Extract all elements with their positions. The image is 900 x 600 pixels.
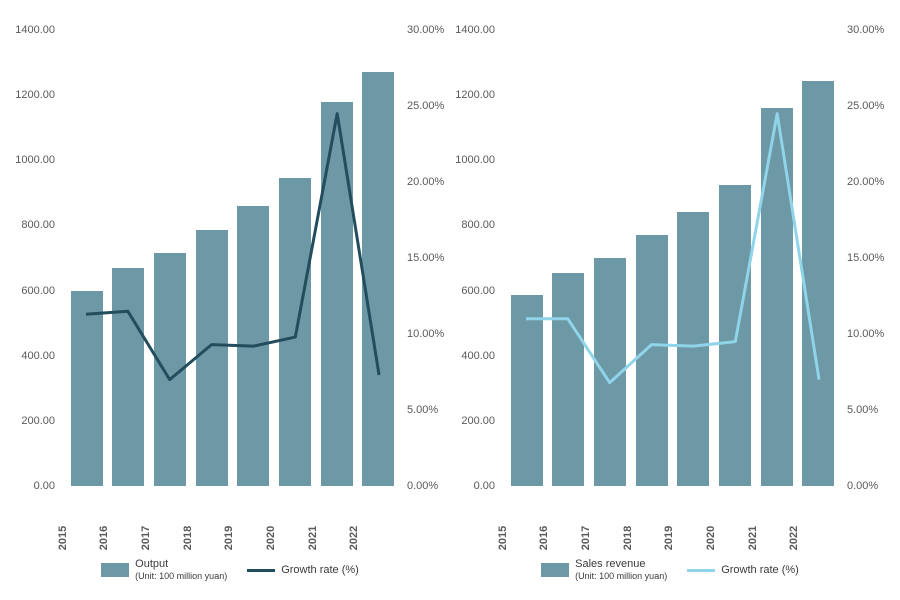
y-axis-right-sales: 0.00%5.00%10.00%15.00%20.00%25.00%30.00% [842,30,890,486]
y-right-tick: 20.00% [407,176,444,188]
y-left-tick: 200.00 [461,415,495,427]
bar [594,258,626,486]
legend-bar-sublabel: (Unit: 100 million yuan) [135,571,227,581]
bar [802,81,834,487]
legend-line-label: Growth rate (%) [281,564,359,576]
y-right-tick: 10.00% [847,328,884,340]
y-axis-left-output: 0.00200.00400.00600.00800.001000.001200.… [10,30,60,486]
bar [112,268,144,486]
x-axis-output: 20152016201720182019202020212022 [65,490,400,550]
bar [636,235,668,486]
y-right-tick: 20.00% [847,176,884,188]
y-right-tick: 25.00% [407,100,444,112]
bar [154,253,186,486]
y-right-tick: 0.00% [407,480,438,492]
y-left-tick: 400.00 [461,350,495,362]
legend-item-line-sales: Growth rate (%) [687,564,799,576]
bar [552,273,584,486]
y-left-tick: 1000.00 [455,154,495,166]
y-left-tick: 600.00 [21,285,55,297]
y-right-tick: 30.00% [407,24,444,36]
y-left-tick: 0.00 [474,480,495,492]
y-left-tick: 800.00 [461,219,495,231]
chart-sales: 0.00 200.00 400.00 600.00 800.00 1000.00 1200.… [450,20,890,590]
bar [196,230,228,486]
legend-swatch-line [247,569,275,572]
legend-swatch-line [687,569,715,572]
y-left-tick: 1200.00 [15,89,55,101]
bar [719,185,751,486]
y-left-tick: 200.00 [21,415,55,427]
legend-output: Output (Unit: 100 million yuan) Growth r… [10,550,450,590]
bar [321,102,353,486]
legend-line-label: Growth rate (%) [721,564,799,576]
y-right-tick: 10.00% [407,328,444,340]
chart-output: 0.00 200.00 400.00 600.00 800.00 1000.00 1200.… [10,20,450,590]
legend-bar-label: Output [135,558,168,570]
y-right-tick: 15.00% [407,252,444,264]
y-left-tick: 800.00 [21,219,55,231]
plot-area-output: 0.00200.00400.00600.00800.001000.001200.… [65,30,400,486]
y-axis-left-sales: 0.00200.00400.00600.00800.001000.001200.… [450,30,500,486]
legend-sales: Sales revenue (Unit: 100 million yuan) G… [450,550,890,590]
y-right-tick: 0.00% [847,480,878,492]
y-axis-right-output: 0.00%5.00%10.00%15.00%20.00%25.00%30.00% [402,30,450,486]
bar [362,72,394,486]
legend-bar-label: Sales revenue [575,558,645,570]
bar [761,108,793,486]
legend-swatch-bar [101,563,129,577]
legend-swatch-bar [541,563,569,577]
x-axis-sales: 20152016201720182019202020212022 [505,490,840,550]
y-left-tick: 0.00 [34,480,55,492]
y-left-tick: 1400.00 [15,24,55,36]
legend-bar-sublabel: (Unit: 100 million yuan) [575,571,667,581]
y-left-tick: 400.00 [21,350,55,362]
x-tick: 2022 [788,522,848,554]
bar [279,178,311,486]
legend-item-line-output: Growth rate (%) [247,564,359,576]
legend-item-bar-output: Output (Unit: 100 million yuan) [101,558,227,582]
bar [237,206,269,486]
bars-sales [505,30,840,486]
y-right-tick: 30.00% [847,24,884,36]
y-right-tick: 5.00% [847,404,878,416]
y-left-tick: 600.00 [461,285,495,297]
legend-item-bar-sales: Sales revenue (Unit: 100 million yuan) [541,558,667,582]
bars-output [65,30,400,486]
bar [71,291,103,486]
y-right-tick: 5.00% [407,404,438,416]
plot-area-sales: 0.00200.00400.00600.00800.001000.001200.… [505,30,840,486]
y-right-tick: 25.00% [847,100,884,112]
bar [511,295,543,486]
y-left-tick: 1200.00 [455,89,495,101]
charts-container: 0.00 200.00 400.00 600.00 800.00 1000.00 1200.… [0,0,900,600]
bar [677,212,709,486]
y-left-tick: 1400.00 [455,24,495,36]
x-tick: 2022 [348,522,408,554]
y-left-tick: 1000.00 [15,154,55,166]
y-right-tick: 15.00% [847,252,884,264]
